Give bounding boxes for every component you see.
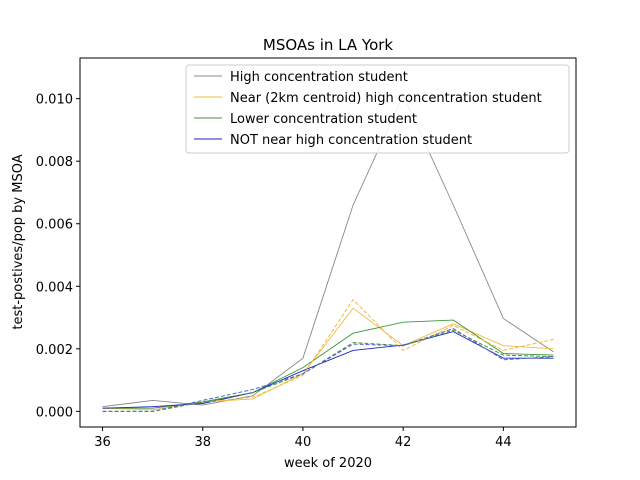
y-axis: 0.000 0.002 0.004 0.006 0.008 0.010 [36, 93, 80, 420]
legend-label: NOT near high concentration student [230, 133, 472, 148]
x-tick-label: 36 [94, 435, 111, 450]
series-line-1 [102, 94, 554, 408]
legend-box [185, 64, 570, 154]
y-tick-label: 0.008 [36, 155, 73, 170]
legend-label: Lower concentration student [230, 112, 417, 127]
y-tick-label: 0.002 [36, 343, 73, 358]
legend: High concentration student Near (2km cent… [185, 64, 570, 154]
y-tick-label: 0.000 [36, 405, 73, 420]
y-axis-label: test-postives/pop by MSOA [11, 154, 26, 329]
series-line-4 [102, 331, 554, 409]
x-tick-label: 44 [495, 435, 512, 450]
series-line-5 [102, 298, 554, 412]
legend-label: Near (2km centroid) high concentration s… [230, 91, 542, 106]
legend-label: High concentration student [230, 70, 408, 85]
x-tick-label: 40 [295, 435, 312, 450]
x-tick-label: 42 [395, 435, 412, 450]
y-tick-label: 0.010 [36, 93, 73, 108]
y-tick-label: 0.004 [36, 280, 73, 295]
series-line-3 [102, 319, 554, 409]
series-line-7 [102, 327, 554, 412]
y-tick-label: 0.006 [36, 218, 73, 233]
plot-frame [79, 57, 577, 428]
x-axis-label: week of 2020 [284, 456, 372, 471]
chart-title: MSOAs in LA York [263, 36, 394, 54]
plot-lines [102, 94, 554, 412]
series-line-6 [102, 329, 554, 412]
x-axis: 36 38 40 42 44 [94, 427, 512, 450]
x-tick-label: 38 [194, 435, 211, 450]
